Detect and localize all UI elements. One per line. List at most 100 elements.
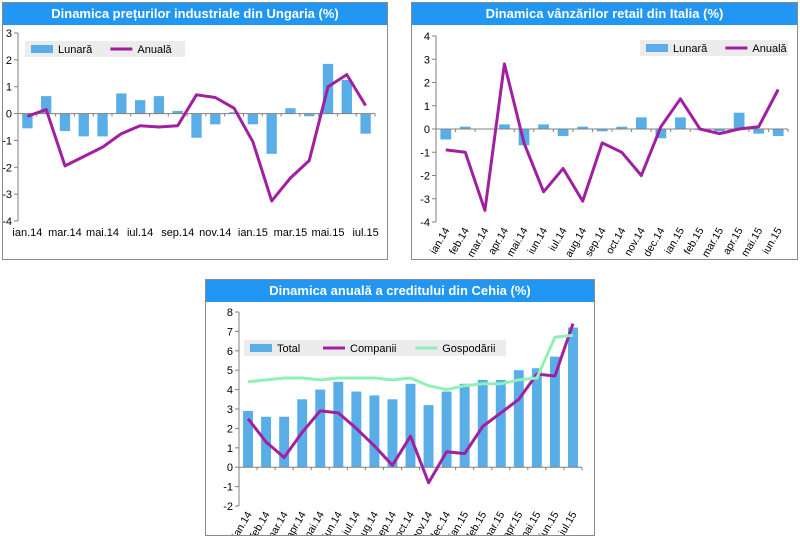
y-tick-label: -2	[420, 171, 430, 183]
y-tick-label: 2	[424, 78, 430, 90]
y-tick-label: -2	[3, 162, 12, 174]
x-tick-label: iul.14	[127, 227, 153, 239]
legend-swatch	[250, 344, 272, 352]
x-tick-label: sep.14	[161, 227, 194, 239]
y-tick-label: 8	[227, 307, 233, 319]
legend-swatch	[31, 45, 53, 53]
legend-label: Anuală	[752, 43, 787, 55]
bar	[360, 113, 371, 134]
y-tick-label: -3	[3, 189, 12, 201]
x-tick-label: mar.14	[48, 227, 82, 239]
bar	[116, 93, 127, 114]
bar	[210, 113, 221, 125]
legend-box	[25, 41, 185, 57]
bar	[266, 113, 277, 154]
bar	[369, 395, 380, 468]
bar	[304, 113, 315, 117]
chart-ungaria: -4 -3 -2 -1 0 1 2 3 ian.14 mar.14 mai.14 iul.14 sep.…	[3, 28, 379, 239]
bar	[97, 113, 108, 137]
series-line	[26, 73, 367, 203]
bar	[387, 399, 398, 468]
y-tick-label: 3	[424, 54, 430, 66]
bar	[172, 110, 183, 114]
legend-swatch	[646, 44, 668, 52]
legend-box	[244, 340, 506, 356]
x-tick-label: mai.14	[86, 227, 119, 239]
series-line	[445, 62, 780, 212]
chart-title: Dinamica anuală a creditului din Cehia (…	[206, 280, 594, 302]
y-tick-label: 1	[227, 443, 233, 455]
bar	[477, 379, 488, 468]
bar	[459, 126, 471, 129]
x-tick-label: iul.15	[557, 509, 580, 535]
y-tick-label: 0	[424, 124, 430, 136]
bar	[616, 126, 628, 129]
bar	[59, 113, 71, 132]
bar	[228, 112, 240, 114]
bar	[333, 381, 344, 468]
y-tick-label: 7	[227, 326, 233, 338]
bar	[459, 383, 470, 468]
bar	[568, 327, 578, 468]
bar	[499, 124, 510, 129]
bar	[405, 383, 416, 468]
bar	[596, 129, 608, 132]
series-line	[247, 333, 574, 392]
bar	[153, 96, 165, 114]
chart-italia: -4-3-2-101234ian.14feb.14mar.14apr.14mai…	[420, 31, 789, 259]
y-tick-label: 0	[6, 109, 12, 121]
y-tick-label: 0	[227, 462, 233, 474]
legend-label: Gospodării	[442, 343, 495, 355]
x-tick-label: iun.14	[525, 225, 550, 256]
chart-cehia: -2-1012345678ian.14feb.14mar.14apr.14mai…	[223, 307, 583, 535]
bar	[41, 96, 52, 114]
bar	[513, 370, 524, 468]
chart-panel-cehia: Dinamica anuală a creditului din Cehia (…	[205, 279, 595, 536]
x-tick-label: mar.15	[274, 227, 308, 239]
y-tick-label: -4	[420, 217, 430, 229]
y-tick-label: -1	[3, 135, 12, 147]
legend-label: Companii	[350, 343, 396, 355]
bar	[134, 100, 146, 114]
legend-label: Lunară	[673, 43, 708, 55]
chart-panel-italia: Dinamica vânzărilor retail din Italia (%…	[411, 2, 798, 260]
bar	[549, 356, 560, 468]
bar	[753, 129, 765, 134]
bar	[557, 129, 569, 136]
legend-box	[640, 40, 788, 56]
bar	[714, 129, 725, 132]
y-tick-label: 1	[424, 101, 430, 113]
y-tick-label: 3	[6, 28, 12, 40]
x-tick-label: ian.14	[12, 227, 42, 239]
bar	[247, 113, 259, 125]
bar	[538, 124, 549, 129]
series-line	[246, 323, 575, 485]
legend-label: Anuală	[137, 44, 172, 56]
y-tick-label: 5	[227, 365, 233, 377]
y-tick-label: -1	[223, 482, 233, 494]
bar	[78, 113, 89, 137]
y-tick-label: -4	[3, 216, 12, 228]
x-tick-label: mai.15	[312, 227, 345, 239]
y-tick-label: 2	[6, 55, 12, 67]
y-tick-label: 4	[424, 31, 430, 43]
y-tick-label: 6	[227, 346, 233, 358]
bar	[440, 129, 452, 140]
x-tick-label: ian.15	[238, 227, 268, 239]
bar	[441, 391, 452, 468]
y-tick-label: 4	[227, 385, 233, 397]
bar	[772, 129, 784, 136]
bar	[315, 389, 326, 468]
y-tick-label: 3	[227, 404, 233, 416]
bar	[635, 117, 647, 129]
bar	[655, 129, 667, 139]
chart-title: Dinamica vânzărilor retail din Italia (%…	[412, 3, 797, 25]
bar	[279, 416, 290, 468]
bar	[423, 405, 434, 468]
bar	[285, 108, 296, 114]
chart-panel-ungaria: Dinamica prețurilor industriale din Unga…	[2, 2, 388, 260]
y-tick-label: -2	[223, 501, 233, 513]
x-tick-label: iul.15	[352, 227, 378, 239]
y-tick-label: -1	[420, 147, 430, 159]
bar	[531, 368, 542, 468]
